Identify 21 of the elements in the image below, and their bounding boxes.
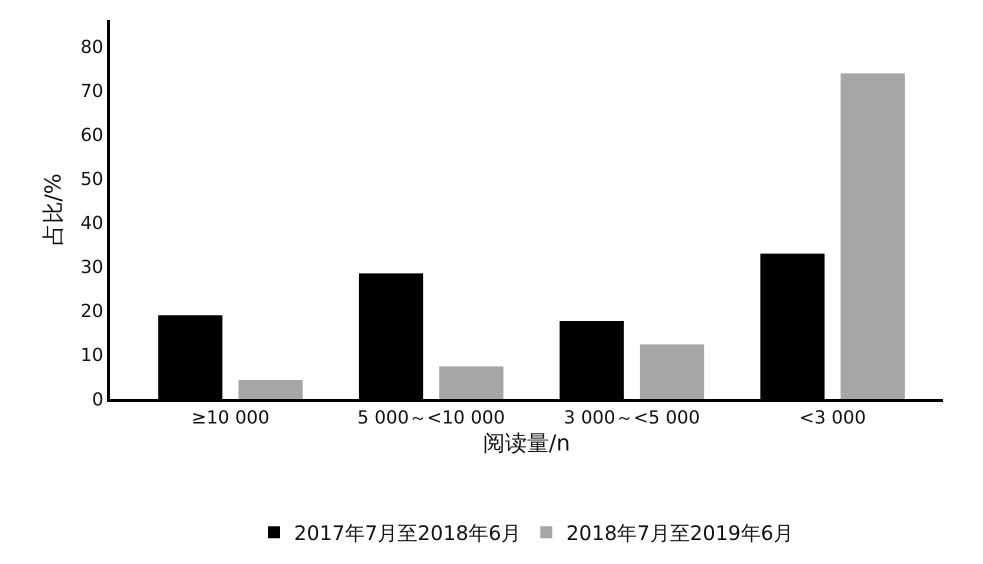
bar [840, 73, 905, 399]
y-axis-title: 占比/% [41, 173, 66, 246]
y-tick-label: 0 [92, 389, 104, 410]
bar [439, 366, 504, 399]
x-tick-label: <3 000 [799, 408, 866, 429]
y-tick-label: 40 [80, 213, 104, 234]
legend-label: 2017年7月至2018年6月 [294, 521, 522, 545]
y-tick-label: 10 [80, 345, 104, 366]
x-tick-label: 3 000～<5 000 [564, 408, 700, 429]
x-axis-title: 阅读量/n [482, 432, 570, 456]
y-tick-label: 70 [80, 80, 104, 102]
legend-label: 2018年7月至2019年6月 [566, 521, 794, 545]
bar [640, 344, 704, 399]
x-tick-label: 5 000～<10 000 [357, 408, 505, 429]
y-tick-label: 50 [80, 168, 104, 190]
x-tick-label: ≥10 000 [191, 408, 270, 429]
y-tick-label: 20 [80, 301, 104, 322]
y-tick-label: 30 [80, 257, 104, 278]
bar [238, 380, 303, 399]
y-tick-label: 60 [80, 124, 104, 146]
y-tick-label: 80 [80, 36, 104, 58]
